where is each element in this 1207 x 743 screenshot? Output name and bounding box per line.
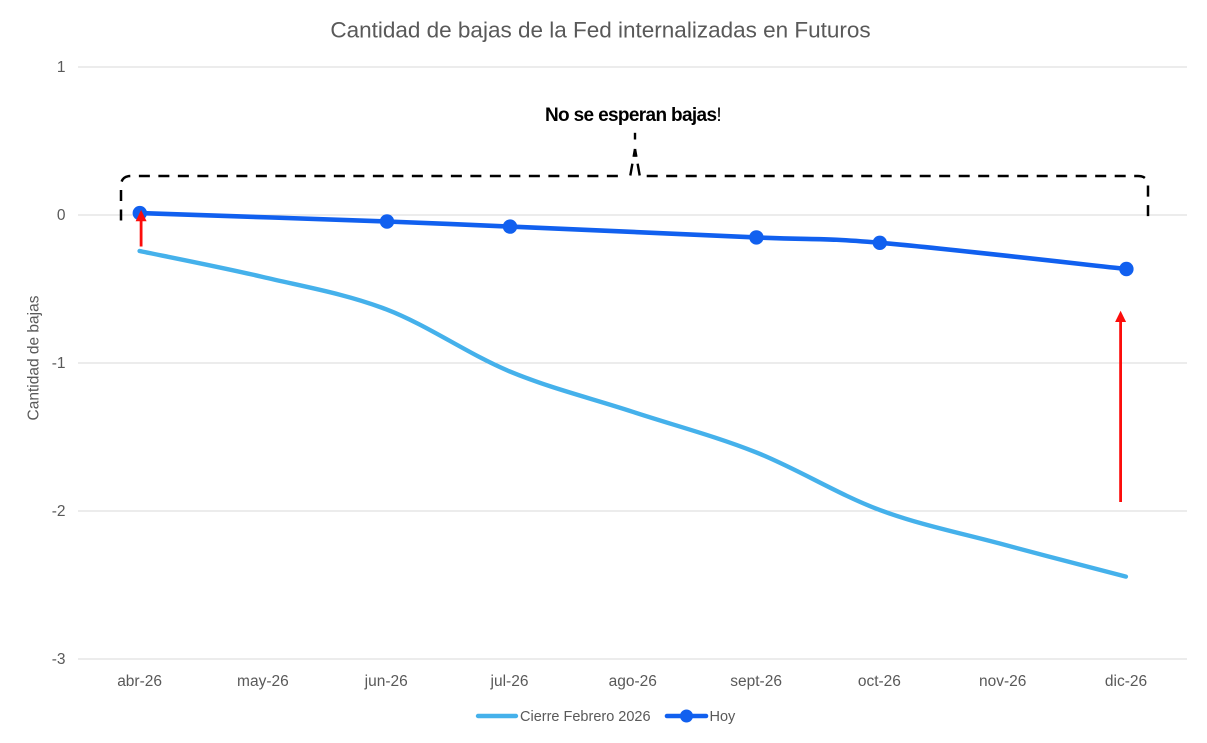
svg-text:may-26: may-26 xyxy=(237,673,289,690)
svg-text:No se esperan bajas!: No se esperan bajas! xyxy=(545,105,721,126)
svg-text:nov-26: nov-26 xyxy=(979,673,1026,690)
svg-text:jun-26: jun-26 xyxy=(364,673,408,690)
svg-text:Hoy: Hoy xyxy=(710,709,737,725)
svg-text:-3: -3 xyxy=(52,651,66,668)
svg-text:Cantidad de bajas de la Fed in: Cantidad de bajas de la Fed internalizad… xyxy=(330,17,870,42)
svg-text:Cantidad de bajas: Cantidad de bajas xyxy=(26,295,43,420)
svg-text:sept-26: sept-26 xyxy=(730,673,782,690)
svg-text:abr-26: abr-26 xyxy=(117,673,162,690)
svg-text:jul-26: jul-26 xyxy=(490,673,529,690)
svg-text:-1: -1 xyxy=(52,355,66,372)
svg-text:dic-26: dic-26 xyxy=(1105,673,1147,690)
svg-text:1: 1 xyxy=(57,59,66,76)
svg-text:-2: -2 xyxy=(52,503,66,520)
svg-text:ago-26: ago-26 xyxy=(609,673,657,690)
svg-text:Cierre Febrero 2026: Cierre Febrero 2026 xyxy=(520,709,651,725)
svg-text:oct-26: oct-26 xyxy=(858,673,901,690)
svg-text:0: 0 xyxy=(57,207,66,224)
